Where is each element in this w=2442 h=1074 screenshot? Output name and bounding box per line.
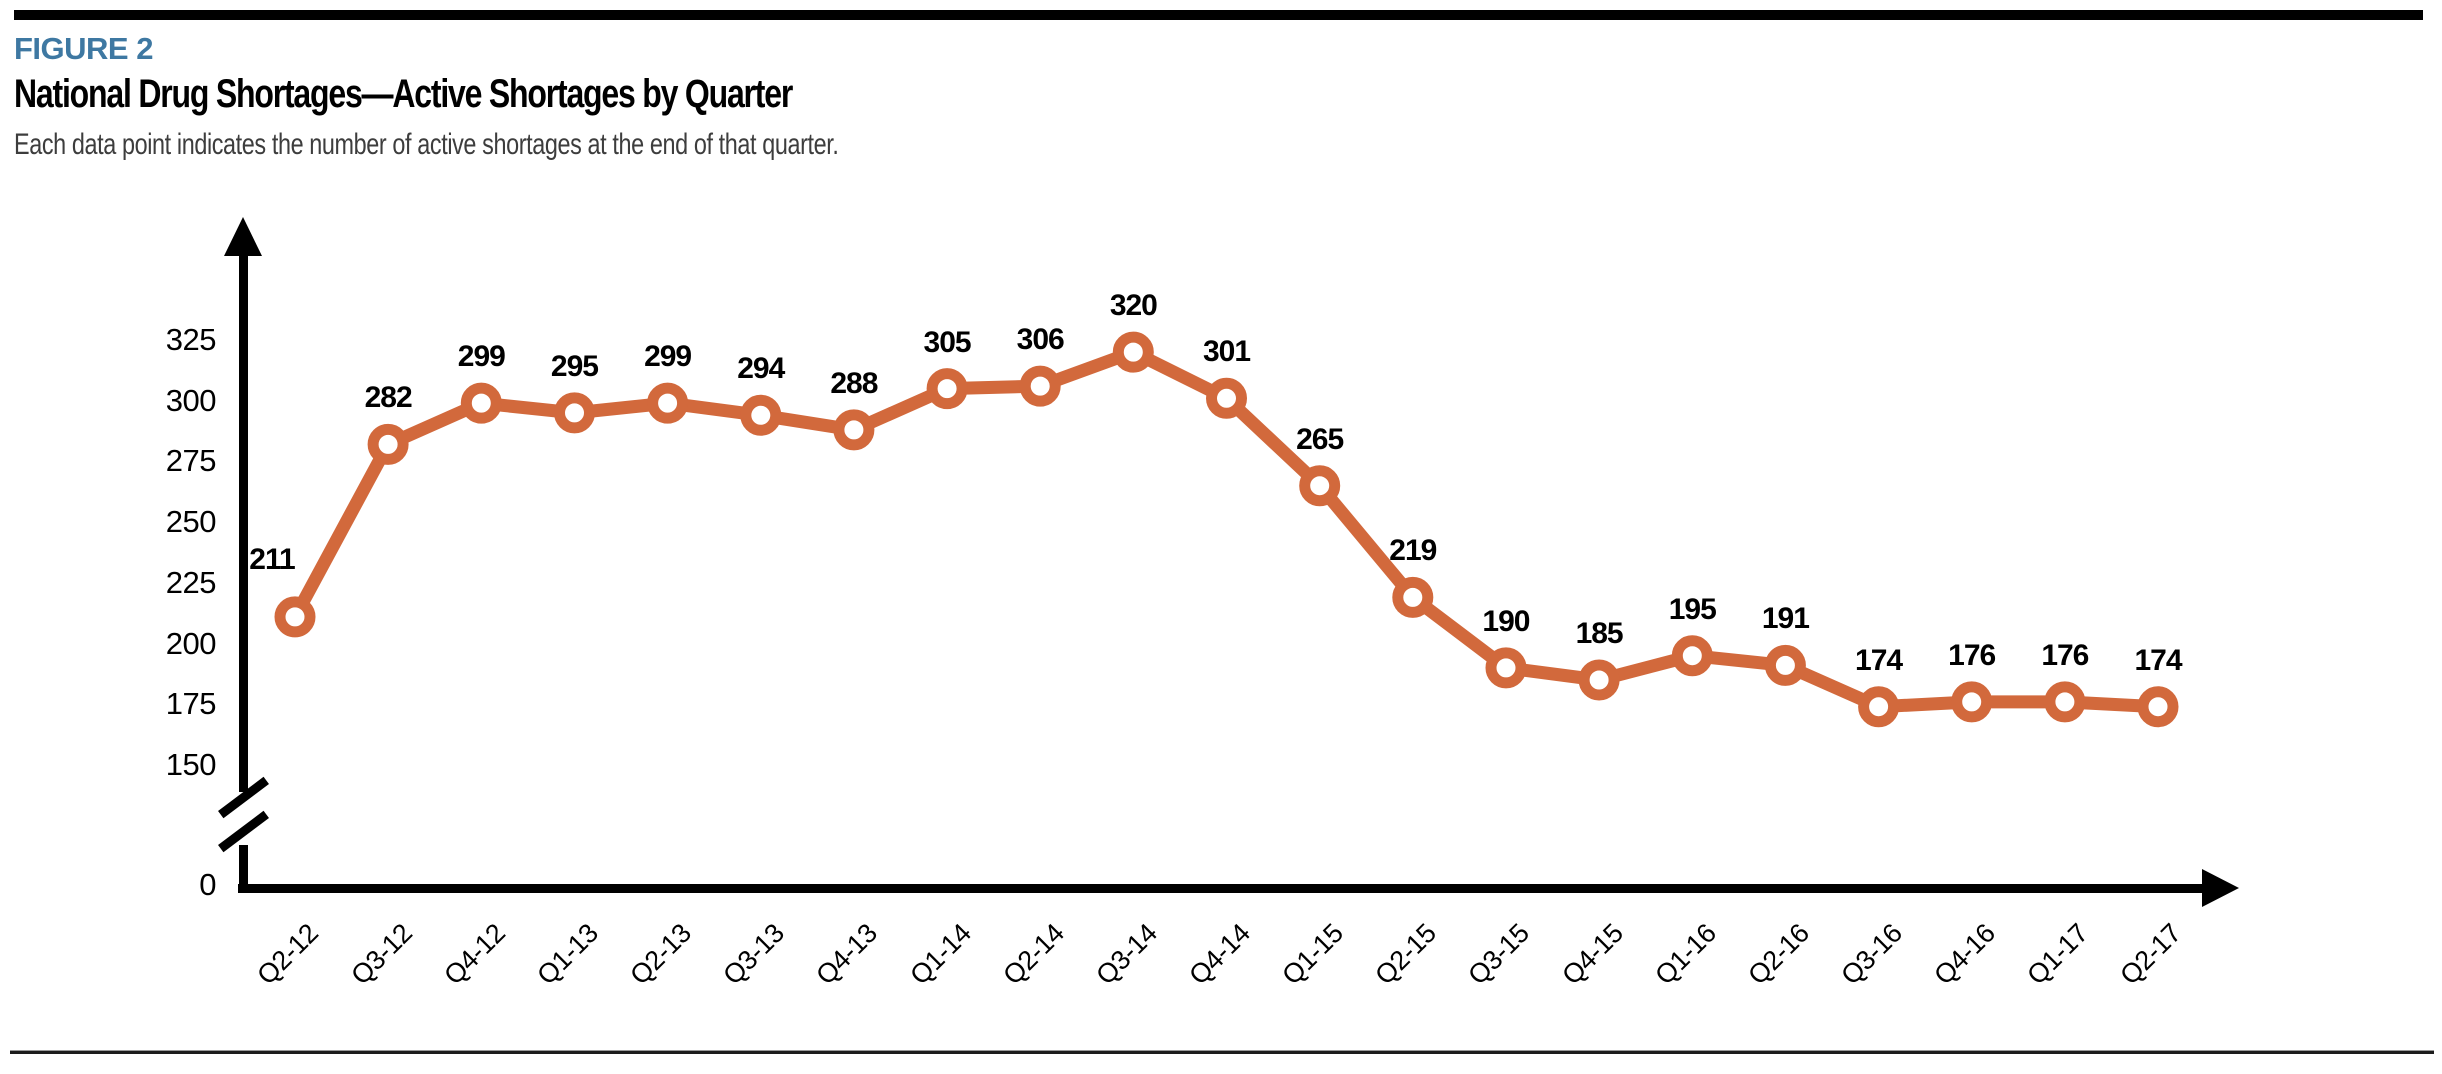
bottom-rule-bar — [10, 1050, 2434, 1054]
data-point-marker — [1578, 659, 1620, 701]
x-axis-line — [238, 884, 2204, 893]
data-point-marker — [1392, 576, 1434, 618]
y-axis-tick-label: 325 — [165, 321, 217, 357]
y-axis-tick-label: 200 — [165, 625, 217, 661]
data-point-marker — [460, 382, 502, 424]
data-point-marker — [740, 394, 782, 436]
point-value-label: 190 — [1482, 604, 1530, 638]
data-point-marker — [1485, 647, 1527, 689]
data-point-marker — [554, 392, 595, 434]
y-axis-line-lower — [239, 845, 248, 892]
point-value-label: 219 — [1389, 534, 1437, 568]
point-value-label: 305 — [923, 325, 972, 359]
y-axis-tick-label: 0 — [199, 867, 216, 902]
data-point-marker — [1299, 465, 1341, 507]
figure-subtitle: Each data point indicates the number of … — [14, 128, 839, 161]
point-value-label: 282 — [364, 381, 413, 415]
data-point-marker — [1951, 681, 1993, 723]
point-value-label: 195 — [1668, 592, 1717, 626]
point-value-label: 294 — [737, 352, 785, 386]
point-value-label: 191 — [1761, 602, 1810, 636]
point-value-label: 176 — [1948, 638, 1996, 672]
point-value-label: 176 — [2041, 638, 2089, 672]
data-point-marker — [1206, 377, 1247, 419]
data-point-marker — [1671, 635, 1713, 677]
y-axis-tick-label: 250 — [165, 504, 217, 540]
point-value-label: 265 — [1296, 422, 1344, 456]
point-value-label: 288 — [830, 366, 878, 400]
y-axis-tick-label: 150 — [165, 747, 217, 782]
point-value-label: 174 — [2134, 643, 2182, 677]
data-point-marker — [926, 368, 968, 410]
x-axis-arrowhead-icon — [2202, 869, 2239, 907]
y-axis-tick-label: 300 — [165, 382, 217, 418]
data-point-marker — [1764, 644, 1806, 686]
top-rule-bar — [14, 10, 2423, 20]
data-point-marker — [1019, 365, 1061, 407]
y-axis-arrowhead-icon — [224, 217, 262, 256]
data-point-marker — [2137, 686, 2179, 728]
point-value-label: 299 — [644, 340, 692, 374]
data-point-marker — [1112, 331, 1154, 373]
point-value-label: 185 — [1575, 616, 1624, 650]
point-value-label: 174 — [1855, 643, 1903, 677]
point-value-label: 306 — [1016, 323, 1065, 357]
figure-title: National Drug Shortages—Active Shortages… — [14, 72, 793, 116]
data-point-marker — [2044, 681, 2086, 723]
data-point-marker — [1858, 686, 1900, 728]
y-axis-tick-label: 275 — [165, 443, 217, 479]
point-value-label: 295 — [550, 349, 599, 383]
point-value-label: 299 — [457, 340, 506, 374]
point-value-label: 301 — [1202, 335, 1251, 369]
data-point-marker — [647, 382, 689, 424]
point-value-label: 211 — [249, 542, 295, 576]
data-point-marker — [833, 409, 875, 451]
data-point-marker — [274, 596, 316, 638]
y-axis-tick-label: 175 — [165, 686, 217, 722]
y-axis-line-upper — [239, 250, 248, 792]
figure-kicker: FIGURE 2 — [14, 31, 153, 66]
data-point-marker — [367, 423, 409, 465]
y-axis-tick-label: 225 — [165, 564, 217, 600]
point-value-label: 320 — [1109, 289, 1158, 323]
